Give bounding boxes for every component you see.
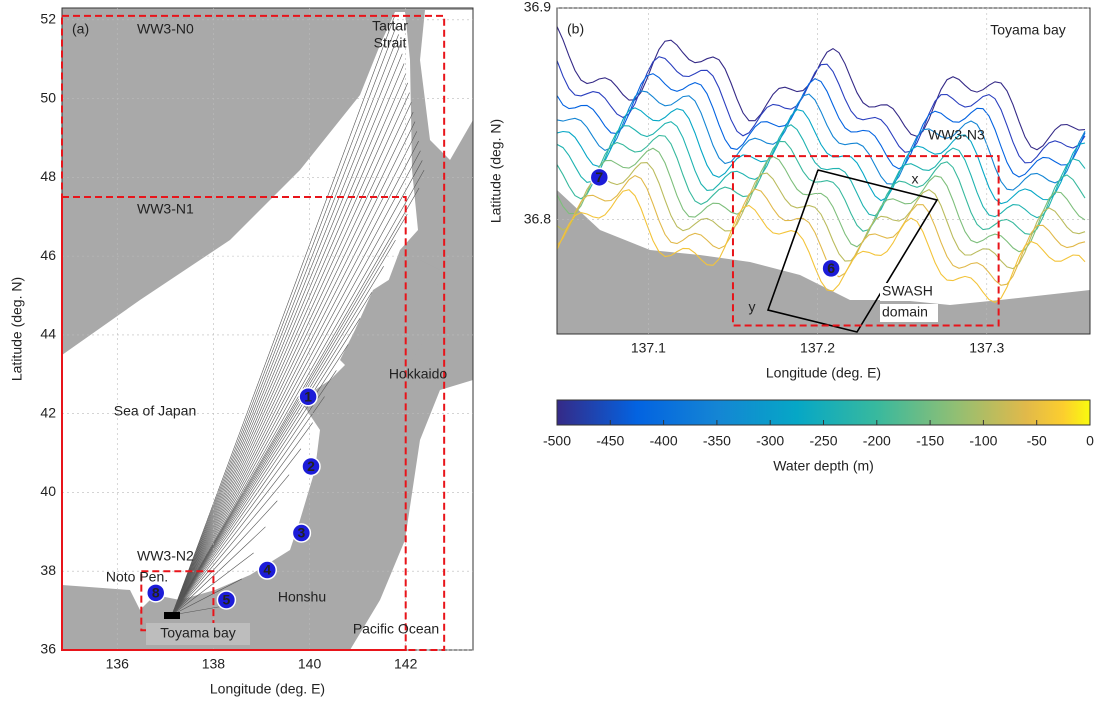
domain-label: WW3-N1 xyxy=(137,201,194,217)
colorbar-tick-label: -500 xyxy=(543,433,571,449)
colorbar-tick-label: 0 xyxy=(1086,433,1094,449)
x-tick-label: 136 xyxy=(106,656,130,672)
figure: 136138140142363840424446485052Longitude … xyxy=(0,0,1099,704)
y-tick-label: 36.9 xyxy=(524,0,551,15)
site-label: 5 xyxy=(223,592,231,608)
annotation: Toyama bay xyxy=(990,22,1065,38)
x-tick-label: 142 xyxy=(394,656,418,672)
annotation: Noto Pen. xyxy=(106,569,168,585)
annotation: Pacific Ocean xyxy=(353,621,439,637)
colorbar-tick-label: -200 xyxy=(863,433,891,449)
colorbar-label: Water depth (m) xyxy=(773,458,874,474)
y-tick-label: 46 xyxy=(40,247,56,263)
site-label: 2 xyxy=(307,458,315,474)
panel-label: (a) xyxy=(72,21,89,37)
domain-label: WW3-N3 xyxy=(928,127,985,143)
annotation: y xyxy=(749,299,756,315)
colorbar-tick-label: -400 xyxy=(650,433,678,449)
x-tick-label: 137.3 xyxy=(969,340,1004,356)
annotation: Tartar xyxy=(372,18,408,34)
annotation: Honshu xyxy=(278,589,326,605)
y-tick-label: 38 xyxy=(40,562,56,578)
domain-label: WW3-N2 xyxy=(137,548,194,564)
y-tick-label: 50 xyxy=(40,89,56,105)
y-axis-label: Latitude (deg. N) xyxy=(488,119,504,223)
x-axis-label: Longitude (deg. E) xyxy=(210,681,325,697)
x-tick-label: 138 xyxy=(202,656,226,672)
domain-label: WW3-N0 xyxy=(137,21,194,37)
y-tick-label: 48 xyxy=(40,168,56,184)
site-label: 1 xyxy=(304,388,312,404)
y-tick-label: 40 xyxy=(40,483,56,499)
x-axis-label: Longitude (deg. E) xyxy=(766,365,881,381)
y-tick-label: 52 xyxy=(40,11,56,27)
site-label: 6 xyxy=(827,260,835,276)
colorbar-tick-label: -100 xyxy=(969,433,997,449)
y-axis-label: Latitude (deg. N) xyxy=(9,277,25,381)
colorbar-tick-label: -250 xyxy=(809,433,837,449)
site-label: 4 xyxy=(263,562,271,578)
annotation: x xyxy=(912,171,919,187)
colorbar-tick-label: -150 xyxy=(916,433,944,449)
panel-label: (b) xyxy=(567,21,584,37)
x-tick-label: 140 xyxy=(298,656,322,672)
y-tick-label: 36 xyxy=(40,641,56,657)
y-tick-label: 42 xyxy=(40,404,56,420)
annotation: Hokkaido xyxy=(389,366,448,382)
colorbar-tick-label: -450 xyxy=(596,433,624,449)
annotation: Sea of Japan xyxy=(114,403,197,419)
site-label: 7 xyxy=(595,169,603,185)
site-label: 8 xyxy=(152,585,160,601)
y-tick-label: 44 xyxy=(40,326,56,342)
colorbar-tick-label: -50 xyxy=(1027,433,1047,449)
annotation: domain xyxy=(882,304,928,320)
y-tick-label: 36.8 xyxy=(524,210,551,226)
map-a xyxy=(62,8,473,650)
x-tick-label: 137.1 xyxy=(631,340,666,356)
colorbar-tick-label: -300 xyxy=(756,433,784,449)
swash-inset xyxy=(164,612,180,619)
colorbar-tick-label: -350 xyxy=(703,433,731,449)
annotation: Toyama bay xyxy=(160,625,235,641)
annotation: Strait xyxy=(374,35,407,51)
site-label: 3 xyxy=(297,525,305,541)
annotation: SWASH xyxy=(882,283,933,299)
x-tick-label: 137.2 xyxy=(800,340,835,356)
